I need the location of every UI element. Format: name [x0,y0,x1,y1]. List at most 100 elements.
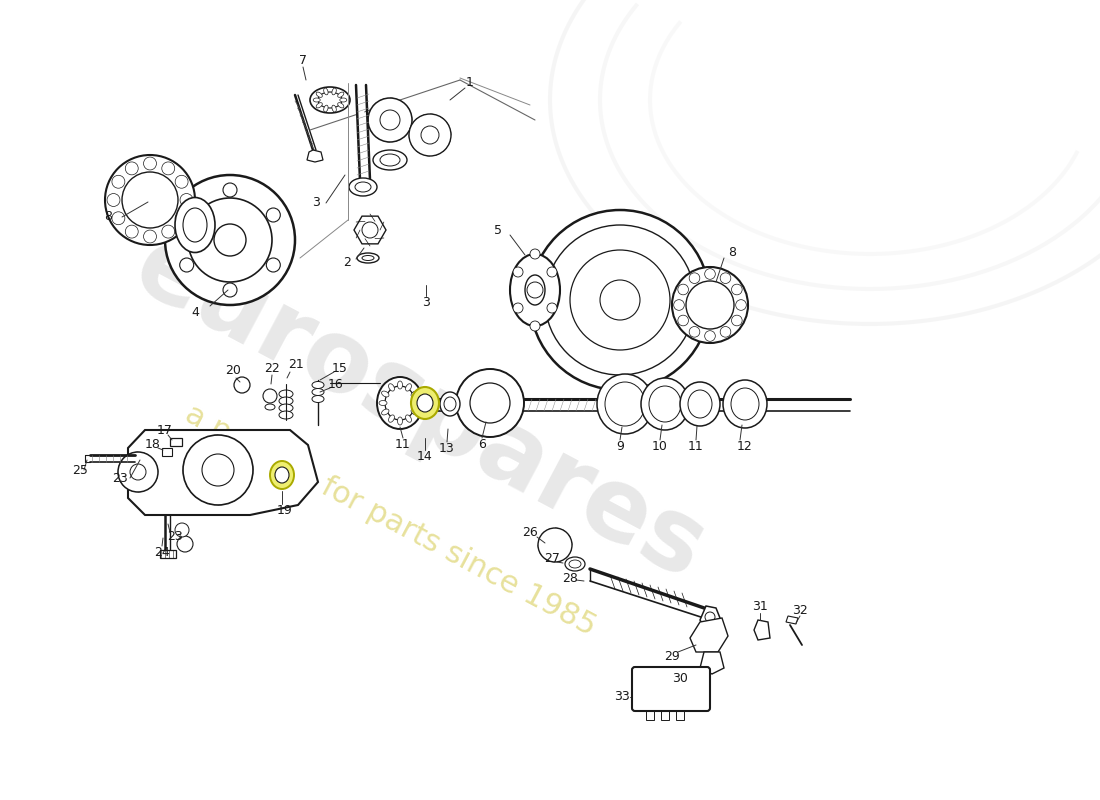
Text: 4: 4 [191,306,199,318]
Text: 9: 9 [616,439,624,453]
Ellipse shape [723,380,767,428]
Text: 7: 7 [299,54,307,66]
Circle shape [736,300,746,310]
Circle shape [544,225,695,375]
Circle shape [177,536,192,552]
Circle shape [112,175,125,188]
Text: 22: 22 [264,362,279,374]
Text: 23: 23 [112,471,128,485]
Circle shape [690,326,700,337]
Ellipse shape [388,384,395,391]
Ellipse shape [265,404,275,410]
Circle shape [705,330,715,342]
Circle shape [188,198,272,282]
Circle shape [183,435,253,505]
Circle shape [678,284,689,295]
Ellipse shape [397,381,403,389]
Text: 16: 16 [328,378,344,391]
Circle shape [214,224,246,256]
Ellipse shape [373,150,407,170]
Text: 27: 27 [544,551,560,565]
Ellipse shape [411,409,418,415]
Text: 33: 33 [614,690,630,703]
Polygon shape [307,150,323,162]
Circle shape [162,225,175,238]
Ellipse shape [525,275,544,305]
Text: a passion for parts since 1985: a passion for parts since 1985 [179,399,601,641]
Text: eurospares: eurospares [118,218,722,602]
Circle shape [600,280,640,320]
Circle shape [368,98,412,142]
Polygon shape [661,707,669,720]
Circle shape [125,225,139,238]
Circle shape [470,383,510,423]
Circle shape [266,208,280,222]
Circle shape [672,267,748,343]
Circle shape [513,303,522,313]
Circle shape [686,281,734,329]
Ellipse shape [279,404,293,412]
Circle shape [421,126,439,144]
Text: 18: 18 [145,438,161,451]
Polygon shape [160,550,176,558]
Ellipse shape [382,391,389,397]
Ellipse shape [377,377,424,429]
Ellipse shape [406,415,411,422]
Ellipse shape [417,394,433,412]
Text: 21: 21 [288,358,304,371]
Text: 8: 8 [728,246,736,258]
Text: 30: 30 [672,671,688,685]
Ellipse shape [323,88,328,95]
Circle shape [538,528,572,562]
Polygon shape [170,438,182,446]
Polygon shape [754,620,770,640]
Ellipse shape [388,415,395,422]
Ellipse shape [332,105,337,112]
Circle shape [202,454,234,486]
Ellipse shape [279,390,293,398]
Ellipse shape [688,390,712,418]
Circle shape [720,326,730,337]
Polygon shape [646,707,654,720]
Text: 12: 12 [737,439,752,453]
Circle shape [547,303,557,313]
Ellipse shape [358,253,379,263]
Ellipse shape [316,102,322,108]
Circle shape [530,249,540,259]
Ellipse shape [310,87,350,113]
Circle shape [362,222,378,238]
Text: 11: 11 [395,438,411,450]
Circle shape [162,162,175,175]
Circle shape [143,230,156,243]
Circle shape [179,258,194,272]
Circle shape [456,369,524,437]
Ellipse shape [379,401,387,406]
Circle shape [527,282,543,298]
Ellipse shape [312,382,324,389]
Text: 32: 32 [792,603,807,617]
Text: 31: 31 [752,599,768,613]
Ellipse shape [397,417,403,425]
Text: 3: 3 [422,295,430,309]
Circle shape [143,157,156,170]
Circle shape [175,175,188,188]
Ellipse shape [597,374,653,434]
Ellipse shape [314,98,320,102]
Text: 20: 20 [226,363,241,377]
Ellipse shape [649,386,681,422]
Text: 1: 1 [466,75,474,89]
Ellipse shape [680,382,720,426]
Ellipse shape [412,401,421,406]
Ellipse shape [279,411,293,419]
Text: 5: 5 [494,223,502,237]
Circle shape [720,273,730,283]
Text: 15: 15 [332,362,348,374]
Text: 17: 17 [157,423,173,437]
Polygon shape [128,430,318,515]
Circle shape [266,258,280,272]
Circle shape [118,452,158,492]
Circle shape [223,283,236,297]
Ellipse shape [175,198,214,253]
Ellipse shape [406,384,411,391]
Ellipse shape [444,397,456,411]
